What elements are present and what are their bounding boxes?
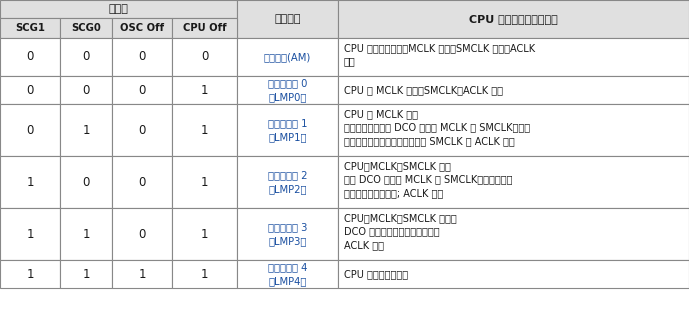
Bar	[0, 0, 237, 18]
Text: 低功耗模式 1
（LMP1）: 低功耗模式 1 （LMP1）	[268, 118, 307, 142]
Text: OSC Off: OSC Off	[120, 23, 164, 33]
Text: CPU Off: CPU Off	[183, 23, 226, 33]
Text: 0: 0	[82, 84, 90, 96]
Text: CPU 及 MCLK 禁止、SMCLK、ACLK 活动: CPU 及 MCLK 禁止、SMCLK、ACLK 活动	[344, 85, 503, 95]
Text: 1: 1	[200, 175, 208, 189]
Text: CPU 及所有时钟禁止: CPU 及所有时钟禁止	[344, 269, 408, 279]
Text: CPU 状态、振荡器及时钟: CPU 状态、振荡器及时钟	[469, 14, 558, 24]
Bar	[172, 104, 237, 156]
Bar	[112, 76, 172, 104]
Bar	[0, 156, 60, 208]
Text: 1: 1	[82, 267, 90, 281]
Text: 1: 1	[26, 267, 34, 281]
Bar	[0, 208, 60, 260]
Bar	[0, 18, 60, 38]
Text: CPU、MCLK、SMCLK 被禁止
DCO 被禁止、直流发生器被禁止
ACLK 活动: CPU、MCLK、SMCLK 被禁止 DCO 被禁止、直流发生器被禁止 ACLK…	[344, 213, 457, 250]
Text: 1: 1	[200, 267, 208, 281]
Text: 1: 1	[26, 175, 34, 189]
Bar	[237, 208, 338, 260]
Text: 0: 0	[138, 227, 145, 240]
Text: 0: 0	[26, 84, 34, 96]
Bar	[112, 104, 172, 156]
Bar	[338, 76, 689, 104]
Bar	[112, 260, 172, 288]
Bar	[0, 76, 60, 104]
Bar	[60, 260, 112, 288]
Text: 0: 0	[82, 175, 90, 189]
Bar	[60, 104, 112, 156]
Bar	[338, 0, 689, 38]
Bar	[237, 156, 338, 208]
Bar	[237, 38, 338, 76]
Bar	[338, 260, 689, 288]
Text: 0: 0	[82, 50, 90, 63]
Text: 1: 1	[200, 84, 208, 96]
Text: 低功耗模式 2
（LMP2）: 低功耗模式 2 （LMP2）	[268, 170, 307, 194]
Bar	[112, 208, 172, 260]
Bar	[172, 38, 237, 76]
Text: 1: 1	[82, 227, 90, 240]
Text: 低功耗模式 3
（LMP3）: 低功耗模式 3 （LMP3）	[268, 222, 307, 246]
Bar	[338, 104, 689, 156]
Bar	[237, 260, 338, 288]
Text: 0: 0	[200, 50, 208, 63]
Bar	[338, 38, 689, 76]
Text: SCG1: SCG1	[15, 23, 45, 33]
Text: 控制位: 控制位	[109, 4, 128, 14]
Bar	[338, 208, 689, 260]
Bar	[60, 76, 112, 104]
Bar	[172, 208, 237, 260]
Bar	[172, 76, 237, 104]
Bar	[172, 260, 237, 288]
Bar	[0, 260, 60, 288]
Bar	[172, 156, 237, 208]
Bar	[0, 38, 60, 76]
Text: 1: 1	[200, 227, 208, 240]
Bar	[60, 18, 112, 38]
Bar	[60, 38, 112, 76]
Text: 低功耗模式 4
（LMP4）: 低功耗模式 4 （LMP4）	[268, 262, 307, 286]
Bar	[237, 0, 338, 38]
Bar	[172, 18, 237, 38]
Text: CPU 及 MCLK 禁止
在活动模式，如果 DCO 未用作 MCLK 及 SMCLK，则直
流发生器被禁止，否则保持活动 SMCLK 及 ACLK 活动: CPU 及 MCLK 禁止 在活动模式，如果 DCO 未用作 MCLK 及 SM…	[344, 109, 530, 146]
Bar	[112, 18, 172, 38]
Text: 工作模式: 工作模式	[274, 14, 301, 24]
Text: 1: 1	[138, 267, 146, 281]
Text: 0: 0	[138, 84, 145, 96]
Text: SCG0: SCG0	[71, 23, 101, 33]
Bar	[112, 156, 172, 208]
Text: 1: 1	[26, 227, 34, 240]
Bar	[237, 104, 338, 156]
Bar	[112, 38, 172, 76]
Text: 0: 0	[26, 50, 34, 63]
Bar	[60, 156, 112, 208]
Bar	[237, 76, 338, 104]
Bar	[338, 156, 689, 208]
Bar	[0, 104, 60, 156]
Text: 0: 0	[138, 123, 145, 137]
Text: CPU 处于活动状态、MCLK 活动、SMCLK 活动、ACLK
活动: CPU 处于活动状态、MCLK 活动、SMCLK 活动、ACLK 活动	[344, 43, 535, 66]
Text: CPU、MCLK、SMCLK 禁止
如果 DCO 未用作 MCLK 或 SMCLK，自动被禁止
直流发生器保持有效; ACLK 活动: CPU、MCLK、SMCLK 禁止 如果 DCO 未用作 MCLK 或 SMCL…	[344, 161, 513, 198]
Text: 活动模式(AM): 活动模式(AM)	[264, 52, 311, 62]
Text: 0: 0	[138, 175, 145, 189]
Text: 低功耗模式 0
（LMP0）: 低功耗模式 0 （LMP0）	[268, 78, 307, 102]
Text: 0: 0	[138, 50, 145, 63]
Text: 1: 1	[82, 123, 90, 137]
Bar	[60, 208, 112, 260]
Text: 0: 0	[26, 123, 34, 137]
Text: 1: 1	[200, 123, 208, 137]
